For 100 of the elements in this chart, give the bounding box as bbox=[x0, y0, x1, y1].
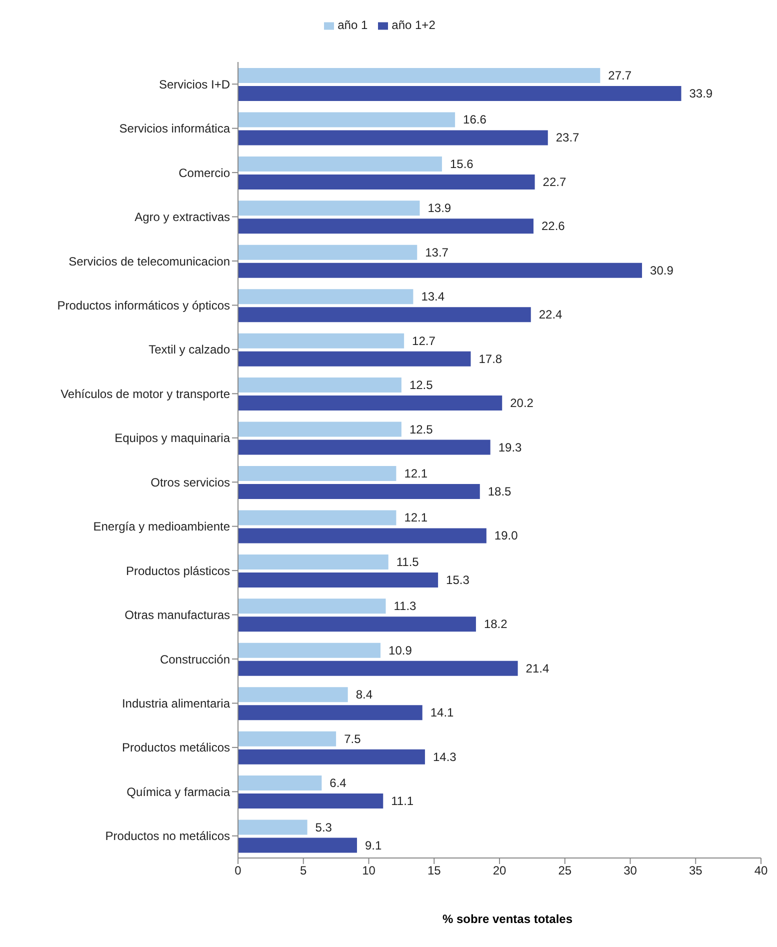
data-label: 18.5 bbox=[488, 484, 512, 498]
bar bbox=[238, 378, 402, 393]
bar bbox=[238, 616, 476, 632]
data-label: 22.6 bbox=[541, 219, 566, 234]
y-tick-label: Vehículos de motor y transporte bbox=[60, 386, 230, 401]
bar bbox=[238, 307, 531, 322]
bar bbox=[238, 174, 535, 190]
data-label: 12.7 bbox=[412, 334, 436, 348]
bar bbox=[238, 528, 486, 544]
data-label: 14.3 bbox=[432, 750, 457, 764]
x-tick-label: 0 bbox=[234, 864, 242, 878]
data-label: 15.3 bbox=[446, 572, 470, 587]
data-label: 11.5 bbox=[396, 554, 420, 569]
y-tick-label: Energía y medioambiente bbox=[93, 520, 230, 534]
y-tick-label: Productos metálicos bbox=[122, 740, 230, 755]
bar bbox=[238, 838, 357, 853]
x-tick-label: 35 bbox=[688, 864, 703, 878]
y-tick-label: Servicios I+D bbox=[158, 77, 230, 92]
y-tick-label: Productos informáticos y ópticos bbox=[57, 298, 230, 312]
data-label: 14.1 bbox=[430, 706, 454, 720]
bar bbox=[238, 794, 384, 809]
x-tick-label: 30 bbox=[624, 864, 638, 878]
bar bbox=[238, 112, 456, 128]
data-label: 12.1 bbox=[404, 510, 428, 525]
data-label: 12.5 bbox=[409, 422, 434, 436]
bar bbox=[238, 333, 404, 348]
legend-label: año 1 bbox=[338, 18, 368, 32]
x-tick-label: 5 bbox=[300, 864, 308, 878]
data-label: 15.6 bbox=[450, 156, 474, 171]
bar bbox=[238, 440, 490, 455]
data-label: 5.3 bbox=[315, 820, 332, 834]
bar bbox=[238, 484, 480, 499]
bar bbox=[238, 731, 336, 746]
bar bbox=[238, 68, 600, 83]
x-axis-title: % sobre ventas totales bbox=[442, 912, 573, 926]
x-tick-label: 15 bbox=[427, 864, 442, 878]
x-tick-label: 40 bbox=[754, 864, 768, 878]
bar bbox=[238, 396, 502, 411]
y-tick-label: Otras manufacturas bbox=[124, 608, 230, 622]
bar bbox=[238, 749, 425, 764]
data-label: 13.7 bbox=[425, 245, 449, 260]
y-tick-label: Industria alimentaria bbox=[122, 696, 230, 710]
data-label: 18.2 bbox=[484, 617, 508, 632]
bar bbox=[238, 262, 642, 278]
bar bbox=[238, 130, 548, 146]
y-tick-label: Química y farmacia bbox=[126, 784, 230, 799]
bar bbox=[238, 466, 396, 481]
data-label: 11.1 bbox=[391, 794, 414, 808]
data-label: 9.1 bbox=[364, 838, 382, 852]
bar bbox=[238, 200, 420, 216]
bar bbox=[238, 156, 442, 172]
data-label: 13.4 bbox=[421, 290, 445, 304]
bar bbox=[238, 218, 534, 234]
bar bbox=[238, 244, 418, 260]
y-tick-label: Servicios informática bbox=[119, 122, 230, 136]
y-tick-label: Productos plásticos bbox=[126, 564, 230, 578]
bar bbox=[238, 642, 381, 658]
bar bbox=[238, 687, 348, 702]
bar bbox=[238, 422, 402, 437]
data-label: 17.8 bbox=[478, 352, 502, 366]
bar bbox=[238, 820, 308, 835]
x-tick-label: 10 bbox=[362, 864, 376, 878]
data-label: 7.5 bbox=[344, 732, 362, 746]
y-tick-label: Otros servicios bbox=[150, 475, 230, 490]
y-tick-label: Equipos y maquinaria bbox=[114, 431, 230, 446]
data-label: 22.7 bbox=[542, 174, 566, 189]
x-tick-label: 20 bbox=[492, 864, 506, 878]
bar bbox=[238, 572, 438, 588]
bar bbox=[238, 289, 414, 304]
data-label: 33.9 bbox=[689, 86, 713, 100]
bar bbox=[238, 510, 396, 526]
bar bbox=[238, 705, 422, 720]
data-label: 16.6 bbox=[463, 112, 487, 127]
data-label: 27.7 bbox=[608, 68, 632, 82]
data-label: 22.4 bbox=[538, 308, 563, 322]
data-label: 13.9 bbox=[428, 201, 452, 216]
y-tick-label: Comercio bbox=[178, 166, 230, 180]
bar bbox=[238, 351, 471, 366]
y-tick-label: Productos no metálicos bbox=[105, 829, 230, 844]
data-label: 23.7 bbox=[556, 130, 580, 145]
bar bbox=[238, 660, 518, 676]
bar bbox=[238, 86, 682, 101]
data-label: 8.4 bbox=[356, 688, 373, 702]
data-label: 19.0 bbox=[494, 528, 518, 543]
x-tick-label: 25 bbox=[558, 864, 572, 878]
bar bbox=[238, 776, 322, 791]
bar bbox=[238, 598, 386, 614]
y-tick-label: Servicios de telecomunicacion bbox=[68, 254, 230, 268]
y-tick-label: Construcción bbox=[160, 652, 230, 666]
data-label: 12.5 bbox=[409, 378, 434, 392]
bar bbox=[238, 554, 388, 570]
data-label: 12.1 bbox=[404, 466, 428, 480]
data-label: 21.4 bbox=[526, 661, 550, 676]
y-tick-label: Agro y extractivas bbox=[134, 210, 230, 224]
data-label: 10.9 bbox=[388, 643, 412, 658]
y-tick-label: Textil y calzado bbox=[148, 342, 230, 357]
legend-label: año 1+2 bbox=[392, 18, 436, 32]
data-label: 30.9 bbox=[650, 263, 674, 278]
data-label: 11.3 bbox=[394, 599, 417, 614]
data-label: 20.2 bbox=[510, 396, 534, 410]
